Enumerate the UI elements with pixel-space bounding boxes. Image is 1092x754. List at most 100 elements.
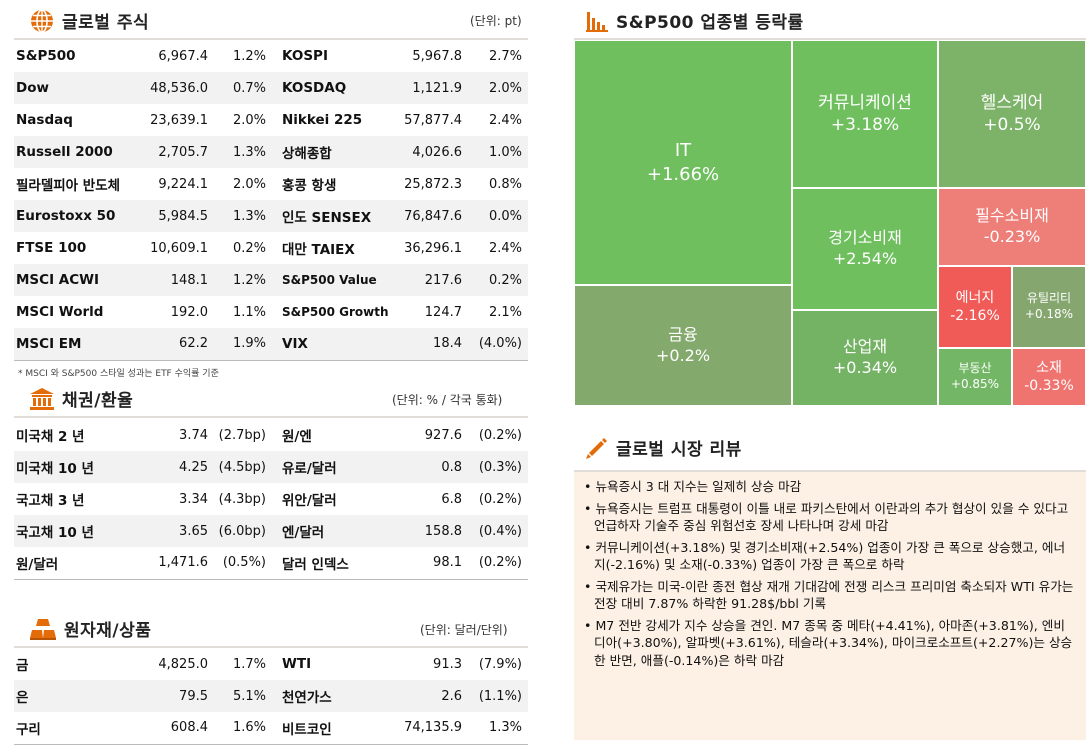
- row-change: 2.0%: [232, 176, 266, 192]
- row-name: S&P500 Value: [272, 264, 388, 296]
- sector-tile: 유틸리티 +0.18%: [1012, 266, 1086, 348]
- commodities-header: 원자재/상품: [30, 616, 151, 641]
- globe-icon: [31, 8, 53, 33]
- table-row: 은 79.5 5.1% 천연가스 2.6 (1.1%): [14, 680, 528, 712]
- row-change: 1.2%: [214, 264, 272, 296]
- row-change: (7.9%): [478, 656, 522, 672]
- commodities-title: 원자재/상품: [64, 621, 152, 641]
- row-value: 3.65: [142, 515, 214, 547]
- review-title: 글로벌 시장 리뷰: [616, 440, 742, 460]
- row-value: 18.4: [388, 328, 468, 361]
- row-change: (0.4%): [468, 515, 528, 547]
- row-name: 미국채 2 년: [16, 429, 85, 445]
- table-row: FTSE 100 10,609.1 0.2% 대만 TAIEX 36,296.1 2.4%: [14, 232, 528, 264]
- global-stocks-title: 글로벌 주식: [62, 13, 150, 33]
- sector-tile-value: +3.18%: [830, 115, 900, 135]
- row-value: 4.25: [142, 451, 214, 483]
- sector-rule: [574, 38, 1086, 40]
- sector-tile-name: 산업재: [842, 337, 888, 357]
- table-row: 미국채 2 년 3.74 (2.7bp) 원/엔 927.6 (0.2%): [14, 419, 528, 451]
- row-value: 23,639.1: [150, 112, 208, 128]
- row-value: 4,026.6: [388, 136, 468, 168]
- row-name: S&P500 Growth: [282, 305, 388, 319]
- bonds-fx-table: 미국채 2 년 3.74 (2.7bp) 원/엔 927.6 (0.2%) 미국채 10 년…: [14, 419, 528, 580]
- global-stocks-rule: [14, 38, 528, 40]
- review-box: 뉴욕증시 3 대 지수는 일제히 상승 마감뉴욕증시는 트럼프 대통령이 이틀 …: [574, 470, 1086, 740]
- sector-tile-value: +0.5%: [983, 115, 1041, 135]
- table-row: Nasdaq 23,639.1 2.0% Nikkei 225 57,877.4 2.4%: [14, 104, 528, 136]
- row-value: 74,135.9: [388, 712, 468, 745]
- bank-icon: [30, 387, 54, 410]
- sector-tile-value: +0.18%: [1024, 307, 1074, 321]
- row-name: 구리: [14, 712, 142, 745]
- row-value: 10,609.1: [150, 240, 208, 256]
- row-change: 1.2%: [232, 48, 266, 64]
- row-name: 대만 TAIEX: [282, 242, 355, 258]
- table-row: 국고채 3 년 3.34 (4.3bp) 위안/달러 6.8 (0.2%): [14, 483, 528, 515]
- row-value: 5,984.5: [142, 200, 214, 232]
- sector-tile-value: +1.66%: [646, 163, 720, 185]
- row-name: 천연가스: [272, 680, 388, 712]
- row-name: 홍콩 항생: [282, 178, 337, 194]
- row-name: 엔/달러: [272, 515, 388, 547]
- sector-tile: 에너지 -2.16%: [938, 266, 1012, 348]
- sector-tile: 경기소비재 +2.54%: [792, 188, 938, 310]
- row-value: 76,847.6: [388, 200, 468, 232]
- sector-tile-value: +0.34%: [832, 358, 898, 377]
- sector-tile-name: 에너지: [955, 289, 995, 306]
- table-row: MSCI EM 62.2 1.9% VIX 18.4 (4.0%): [14, 328, 528, 361]
- row-value: 62.2: [142, 328, 214, 361]
- row-name: 위안/달러: [282, 493, 337, 509]
- sector-tile-name: 필수소비재: [975, 206, 1049, 226]
- row-value: 927.6: [424, 427, 462, 443]
- row-change: (0.3%): [468, 451, 528, 483]
- row-change: 2.1%: [488, 304, 522, 320]
- sector-tile-name: 부동산: [958, 361, 992, 376]
- sector-tile: 커뮤니케이션 +3.18%: [792, 40, 938, 188]
- list-item: 국제유가는 미국-이란 종전 협상 재개 기대감에 전쟁 리스크 프리미엄 축소…: [584, 578, 1076, 613]
- list-item: 커뮤니케이션(+3.18%) 및 경기소비재(+2.54%) 업종이 가장 큰 …: [584, 539, 1076, 574]
- row-value: 57,877.4: [404, 112, 462, 128]
- sector-tile-value: +2.54%: [832, 249, 898, 268]
- row-value: 2.6: [388, 680, 468, 712]
- row-change: 1.3%: [214, 136, 272, 168]
- bonds-fx-header: 채권/환율: [30, 386, 133, 411]
- row-value: 91.3: [433, 656, 462, 672]
- row-change: 0.2%: [468, 264, 528, 296]
- row-name: 원/달러: [14, 547, 142, 580]
- row-name: 국고채 3 년: [16, 493, 85, 509]
- sector-tile: 금융 +0.2%: [574, 285, 792, 406]
- row-name: 필라델피아 반도체: [16, 178, 121, 194]
- sector-tile: IT +1.66%: [574, 40, 792, 285]
- global-stocks-footnote: * MSCI 와 S&P500 스타일 성과는 ETF 수익률 기준: [18, 369, 219, 379]
- row-name: Dow: [14, 72, 142, 104]
- row-change: 2.7%: [488, 48, 522, 64]
- sector-tile: 부동산 +0.85%: [938, 348, 1012, 406]
- row-change: (0.5%): [214, 547, 272, 580]
- list-item: 뉴욕증시 3 대 지수는 일제히 상승 마감: [584, 478, 1076, 496]
- commodities-unit: (단위: 달러/단위): [420, 623, 508, 637]
- global-stocks-table: S&P500 6,967.4 1.2% KOSPI 5,967.8 2.7% Dow 48,5…: [14, 40, 528, 361]
- sector-tile-name: IT: [674, 140, 692, 162]
- row-change: (4.3bp): [218, 491, 266, 507]
- bonds-fx-rule: [14, 416, 528, 418]
- sector-tile: 소재 -0.33%: [1012, 348, 1086, 406]
- sector-tile: 헬스케어 +0.5%: [938, 40, 1086, 188]
- row-change: (0.2%): [468, 547, 528, 580]
- row-value: 36,296.1: [404, 240, 462, 256]
- row-value: 25,872.3: [404, 176, 462, 192]
- row-value: 2,705.7: [142, 136, 214, 168]
- row-name: KOSDAQ: [272, 72, 388, 104]
- row-value: 3.34: [179, 491, 208, 507]
- sector-tile: 필수소비재 -0.23%: [938, 188, 1086, 266]
- row-name: 인도 SENSEX: [272, 200, 388, 232]
- list-item: 뉴욕증시는 트럼프 대통령이 이틀 내로 파키스탄에서 이란과의 추가 협상이 …: [584, 500, 1076, 535]
- sector-tile-name: 헬스케어: [980, 92, 1044, 113]
- row-value: 148.1: [142, 264, 214, 296]
- row-change: 1.3%: [468, 712, 528, 745]
- row-value: 608.4: [142, 712, 214, 745]
- row-name: MSCI World: [16, 304, 104, 320]
- row-name: Eurostoxx 50: [14, 200, 142, 232]
- row-change: (1.1%): [468, 680, 528, 712]
- sector-tile-value: -0.33%: [1024, 378, 1074, 394]
